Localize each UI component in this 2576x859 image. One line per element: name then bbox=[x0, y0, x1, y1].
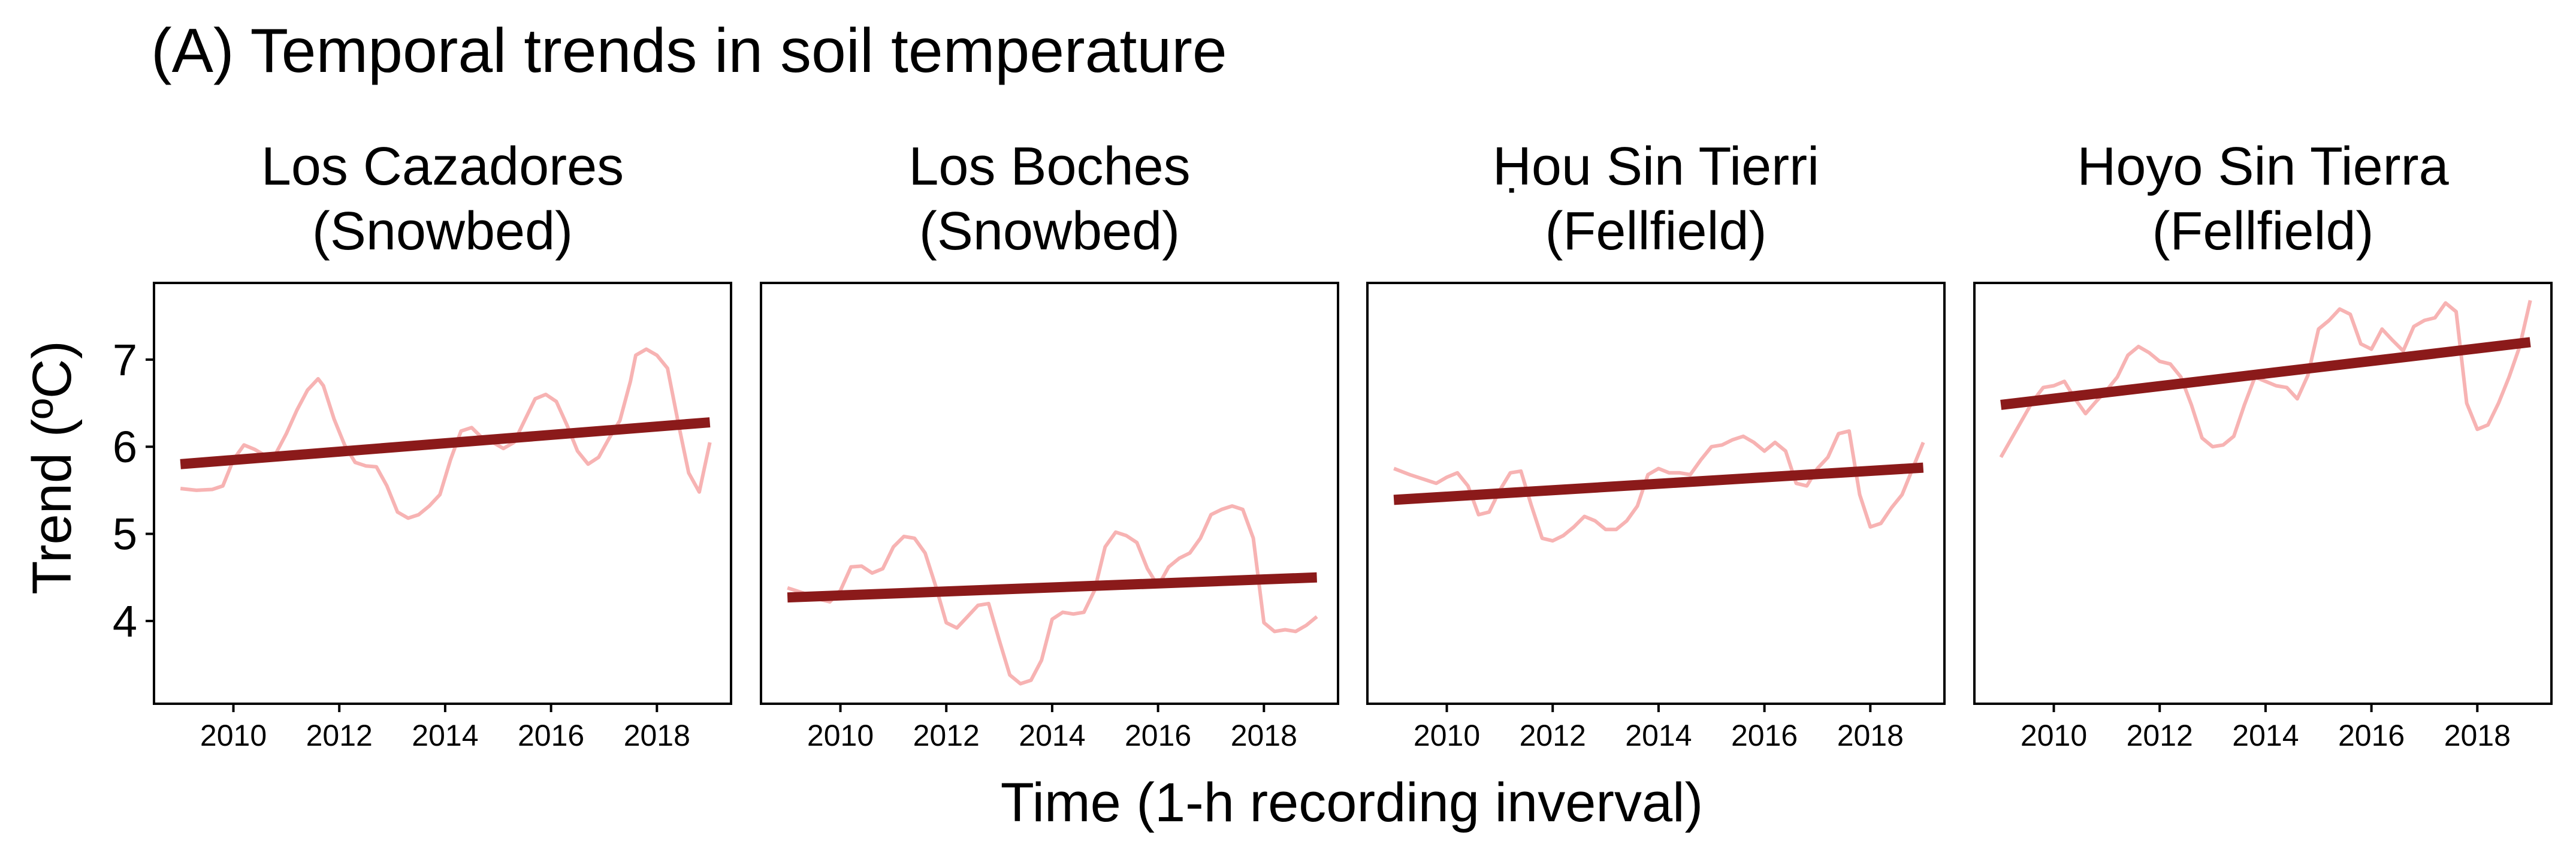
x-tick-label: 2014 bbox=[1019, 719, 1085, 752]
x-tick-label: 2010 bbox=[2021, 719, 2087, 752]
figure-title: (A) Temporal trends in soil temperature bbox=[151, 16, 1227, 86]
x-tick-label: 2014 bbox=[412, 719, 478, 752]
raw-series-line bbox=[1999, 300, 2532, 459]
y-tick-label: 5 bbox=[113, 510, 137, 559]
y-tick-label: 4 bbox=[113, 596, 137, 646]
panel-2: Los Boches(Snowbed) 2010 2012 2014 2016 2018 bbox=[760, 137, 1339, 752]
y-tick-label: 6 bbox=[113, 422, 137, 472]
x-tick-label: 2018 bbox=[1231, 719, 1297, 752]
x-tick-label: 2016 bbox=[518, 719, 584, 752]
x-tick-label: 2016 bbox=[1125, 719, 1191, 752]
panel-title-line: (Fellfield) bbox=[1545, 201, 1766, 261]
panel-title-line: Los Cazadores bbox=[261, 137, 624, 197]
x-axis-title: Time (1-h recording inverval) bbox=[1001, 772, 1704, 833]
y-axis-title: Trend (ºC) bbox=[22, 340, 83, 595]
panel-title-line: (Snowbed) bbox=[312, 201, 573, 261]
trend-line bbox=[2000, 337, 2531, 410]
x-tick-label: 2018 bbox=[2444, 719, 2511, 752]
x-tick-label: 2014 bbox=[2232, 719, 2299, 752]
panel-1: Los Cazadores(Snowbed) 2010 2012 2014 2016 20… bbox=[113, 137, 732, 752]
panel-border bbox=[760, 282, 1339, 705]
x-tick-label: 2010 bbox=[1414, 719, 1480, 752]
raw-series-line bbox=[787, 504, 1318, 686]
x-tick-label: 2018 bbox=[1837, 719, 1904, 752]
x-tick-label: 2010 bbox=[200, 719, 267, 752]
x-tick-label: 2016 bbox=[1731, 719, 1798, 752]
panel-border bbox=[1973, 282, 2553, 705]
raw-series-line bbox=[1393, 429, 1925, 543]
panel-title-line: Hoyo Sin Tierra bbox=[2077, 137, 2449, 197]
x-tick-label: 2016 bbox=[2338, 719, 2405, 752]
x-tick-label: 2010 bbox=[807, 719, 874, 752]
panel-3: Ḥou Sin Tierri(Fellfield) 2010 2012 2014 201… bbox=[1366, 137, 1946, 752]
panels: Los Cazadores(Snowbed)2010 2012 2014 2016 20… bbox=[113, 137, 2553, 752]
x-tick-label: 2018 bbox=[624, 719, 690, 752]
panel-4: Hoyo Sin Tierra(Fellfield) 2010 2012 2014 20… bbox=[1973, 137, 2553, 752]
trend-line bbox=[1393, 462, 1924, 505]
raw-series-line bbox=[180, 347, 712, 520]
x-tick-label: 2012 bbox=[2127, 719, 2193, 752]
y-tick-label: 7 bbox=[113, 335, 137, 385]
x-tick-label: 2012 bbox=[306, 719, 373, 752]
trend-line bbox=[180, 417, 711, 469]
trend-line bbox=[787, 572, 1317, 603]
panel-title-line: (Fellfield) bbox=[2152, 201, 2373, 261]
x-tick-label: 2012 bbox=[1520, 719, 1586, 752]
x-tick-label: 2012 bbox=[913, 719, 980, 752]
x-tick-label: 2014 bbox=[1625, 719, 1692, 752]
panel-title-line: Ḥou Sin Tierri bbox=[1493, 137, 1819, 197]
panel-title-line: (Snowbed) bbox=[919, 201, 1180, 261]
panel-border bbox=[153, 282, 732, 705]
panel-title-line: Los Boches bbox=[908, 137, 1190, 197]
panel-border bbox=[1366, 282, 1946, 705]
